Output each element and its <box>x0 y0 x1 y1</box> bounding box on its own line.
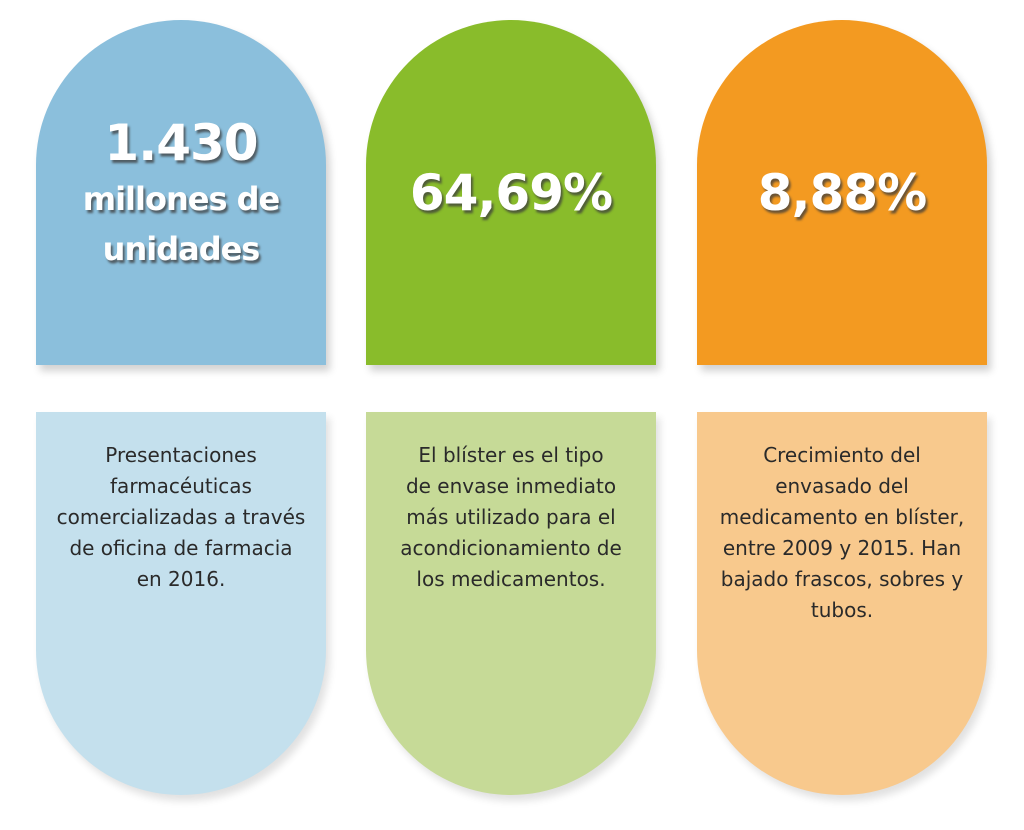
description-text: bajado frascos, sobres y <box>720 567 964 591</box>
description-text: medicamento en blíster, <box>719 505 965 529</box>
description-text: El blíster es el tipo <box>418 443 604 467</box>
description-text: los medicamentos. <box>416 567 606 591</box>
description-text: de envase inmediato <box>405 474 617 498</box>
description-text: comercializadas a través <box>56 505 306 529</box>
description-card: Presentaciones farmacéuticas comercializad… <box>36 412 326 795</box>
description-text: farmacéuticas <box>110 474 252 498</box>
description-text: de oficina de farmacia <box>69 536 293 560</box>
description-card: Crecimiento del envasado del medicamento e… <box>697 412 987 795</box>
stat-text: 64,69% <box>409 163 613 222</box>
stat-text: 8,88% <box>757 163 927 222</box>
description-text: Presentaciones <box>105 443 257 467</box>
description-text: Crecimiento del <box>763 443 921 467</box>
stat-card: 1.430 millones de unidades <box>36 20 326 365</box>
stat-card: 64,69% <box>366 20 656 365</box>
stat-text: millones de <box>82 179 281 218</box>
stat-text: 1.430 <box>104 113 258 172</box>
description-text: entre 2009 y 2015. Han <box>722 536 962 560</box>
description-text: tubos. <box>810 598 874 622</box>
description-card: El blíster es el tipo de envase inmediato… <box>366 412 656 795</box>
description-text: envasado del <box>775 474 909 498</box>
description-text: en 2016. <box>136 567 226 591</box>
description-text: acondicionamiento de <box>400 536 622 560</box>
description-text: más utilizado para el <box>406 505 616 529</box>
stat-text: unidades <box>102 229 261 268</box>
stat-card: 8,88% <box>697 20 987 365</box>
